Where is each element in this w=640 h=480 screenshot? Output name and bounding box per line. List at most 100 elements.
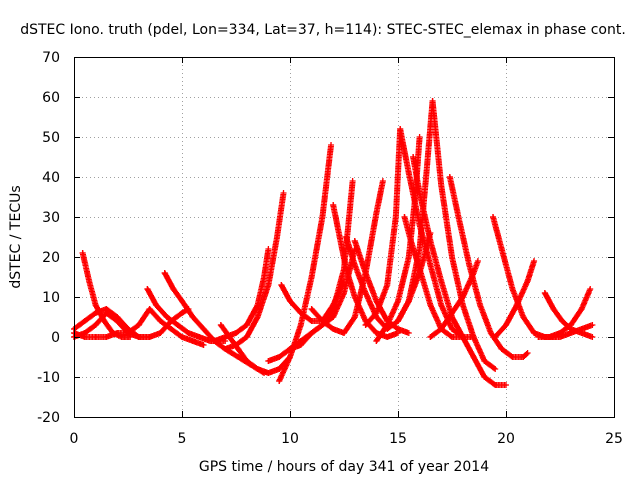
data-point bbox=[103, 306, 110, 312]
data-point bbox=[416, 134, 423, 140]
data-point bbox=[449, 334, 455, 340]
x-tick-label: 5 bbox=[178, 431, 187, 447]
data-point bbox=[410, 154, 417, 160]
data-point bbox=[276, 366, 283, 372]
data-point bbox=[481, 358, 488, 364]
data-point bbox=[265, 246, 272, 252]
data-point bbox=[233, 342, 239, 348]
data-point bbox=[308, 274, 315, 280]
data-point bbox=[146, 306, 153, 312]
data-point bbox=[287, 298, 293, 304]
data-point bbox=[265, 370, 272, 376]
data-point bbox=[459, 334, 466, 340]
data-point bbox=[276, 378, 283, 384]
data-point bbox=[449, 310, 455, 316]
data-point bbox=[589, 322, 596, 328]
data-point bbox=[114, 330, 121, 336]
data-point bbox=[459, 294, 466, 300]
data-point bbox=[174, 322, 181, 328]
data-point bbox=[343, 266, 350, 272]
data-point bbox=[397, 126, 404, 132]
data-point bbox=[254, 366, 261, 372]
data-point bbox=[438, 302, 445, 308]
data-point bbox=[278, 282, 285, 288]
data-point bbox=[559, 318, 566, 324]
data-point bbox=[185, 330, 192, 336]
series-arc-13 bbox=[287, 246, 358, 352]
data-point bbox=[524, 278, 531, 284]
data-point bbox=[550, 306, 557, 312]
x-tick-label: 10 bbox=[281, 431, 299, 447]
series-arc-8 bbox=[211, 246, 272, 344]
data-point bbox=[427, 262, 434, 268]
data-point bbox=[509, 354, 516, 360]
data-point bbox=[92, 334, 99, 340]
data-point bbox=[351, 262, 358, 268]
data-point bbox=[153, 302, 160, 308]
axis-ticks bbox=[74, 57, 615, 418]
data-point bbox=[343, 234, 350, 240]
data-point bbox=[520, 354, 527, 360]
x-tick-label: 15 bbox=[389, 431, 407, 447]
data-point bbox=[189, 338, 196, 344]
data-point bbox=[362, 270, 369, 276]
data-point bbox=[200, 326, 207, 332]
data-point bbox=[92, 322, 99, 328]
data-point bbox=[384, 282, 391, 288]
y-tick-label: 20 bbox=[42, 250, 60, 266]
x-tick-label: 25 bbox=[605, 431, 623, 447]
data-point bbox=[217, 322, 224, 328]
data-point bbox=[449, 326, 455, 332]
y-tick-label: -10 bbox=[37, 370, 60, 386]
data-point bbox=[438, 326, 445, 332]
data-point bbox=[135, 334, 142, 340]
data-point bbox=[503, 382, 509, 388]
data-point bbox=[423, 174, 430, 180]
data-point bbox=[546, 334, 553, 340]
y-tick-label: 70 bbox=[42, 50, 60, 66]
data-point bbox=[297, 322, 304, 328]
data-point bbox=[200, 342, 207, 348]
data-point bbox=[412, 194, 419, 200]
data-point bbox=[135, 322, 142, 328]
data-point bbox=[319, 214, 326, 220]
data-point bbox=[438, 182, 445, 188]
series-arc-23 bbox=[427, 258, 481, 340]
data-point bbox=[319, 318, 326, 324]
data-point bbox=[455, 214, 462, 220]
data-point bbox=[179, 310, 185, 316]
data-point bbox=[449, 254, 455, 260]
data-point bbox=[513, 302, 520, 308]
x-tick-label: 0 bbox=[70, 431, 79, 447]
x-axis-label: GPS time / hours of day 341 of year 2014 bbox=[199, 459, 489, 475]
data-point bbox=[416, 246, 423, 252]
data-point bbox=[243, 322, 250, 328]
data-point bbox=[222, 334, 229, 340]
data-point bbox=[589, 334, 596, 340]
data-point bbox=[114, 314, 121, 320]
data-point bbox=[161, 270, 168, 276]
data-point bbox=[196, 334, 203, 340]
data-point bbox=[297, 310, 304, 316]
data-point bbox=[498, 346, 505, 352]
data-point bbox=[351, 314, 358, 320]
data-point bbox=[265, 358, 272, 364]
data-point bbox=[474, 258, 481, 264]
data-point bbox=[405, 254, 412, 260]
data-point bbox=[492, 382, 499, 388]
data-point bbox=[531, 330, 538, 336]
data-point bbox=[524, 350, 531, 356]
data-point bbox=[157, 318, 164, 324]
data-point bbox=[407, 238, 414, 244]
data-point bbox=[405, 330, 412, 336]
data-point bbox=[274, 234, 281, 240]
data-point bbox=[243, 334, 250, 340]
data-point bbox=[330, 326, 337, 332]
data-series bbox=[71, 98, 596, 388]
grid bbox=[74, 57, 614, 417]
data-point bbox=[384, 322, 391, 328]
data-point bbox=[308, 306, 315, 312]
y-tick-label: 10 bbox=[42, 290, 60, 306]
data-point bbox=[222, 346, 229, 352]
data-point bbox=[125, 330, 131, 336]
